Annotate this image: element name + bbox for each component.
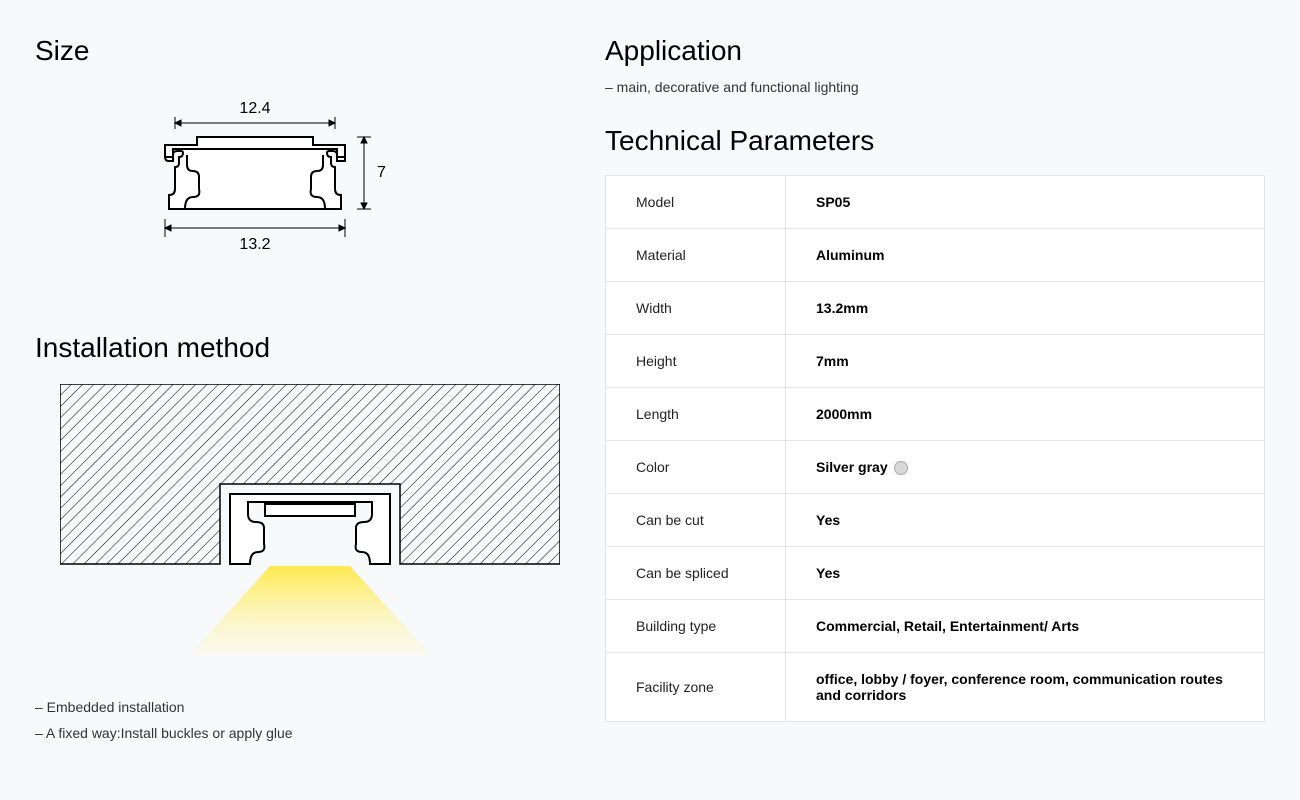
param-value: Silver gray (786, 441, 1265, 494)
param-value: Aluminum (786, 229, 1265, 282)
installation-heading: Installation method (35, 332, 555, 364)
table-row: MaterialAluminum (606, 229, 1265, 282)
param-value: office, lobby / foyer, conference room, … (786, 653, 1265, 722)
table-row: Length2000mm (606, 388, 1265, 441)
dim-height: 7 (377, 164, 386, 181)
param-label: Model (606, 176, 786, 229)
table-row: ModelSP05 (606, 176, 1265, 229)
param-label: Color (606, 441, 786, 494)
param-value: Commercial, Retail, Entertainment/ Arts (786, 600, 1265, 653)
table-row: Width13.2mm (606, 282, 1265, 335)
param-label: Can be cut (606, 494, 786, 547)
application-line: – main, decorative and functional lighti… (605, 79, 1265, 95)
param-value: Yes (786, 494, 1265, 547)
install-note-1: – Embedded installation (35, 699, 555, 715)
param-label: Height (606, 335, 786, 388)
param-value: 7mm (786, 335, 1265, 388)
installation-diagram (60, 384, 555, 669)
table-row: Height7mm (606, 335, 1265, 388)
param-label: Width (606, 282, 786, 335)
param-label: Facility zone (606, 653, 786, 722)
technical-parameters-table: ModelSP05MaterialAluminumWidth13.2mmHeig… (605, 175, 1265, 722)
table-row: Can be cutYes (606, 494, 1265, 547)
technical-heading: Technical Parameters (605, 125, 1265, 157)
dim-top: 12.4 (239, 100, 270, 117)
table-row: ColorSilver gray (606, 441, 1265, 494)
param-label: Length (606, 388, 786, 441)
table-row: Facility zoneoffice, lobby / foyer, conf… (606, 653, 1265, 722)
table-row: Building typeCommercial, Retail, Enterta… (606, 600, 1265, 653)
param-label: Building type (606, 600, 786, 653)
color-swatch (894, 461, 908, 475)
application-heading: Application (605, 35, 1265, 67)
param-label: Material (606, 229, 786, 282)
param-label: Can be spliced (606, 547, 786, 600)
dim-bottom: 13.2 (239, 236, 270, 253)
install-note-2: – A fixed way:Install buckles or apply g… (35, 725, 555, 741)
table-row: Can be splicedYes (606, 547, 1265, 600)
param-value: 2000mm (786, 388, 1265, 441)
param-value: SP05 (786, 176, 1265, 229)
installation-notes: – Embedded installation – A fixed way:In… (35, 699, 555, 741)
size-diagram: 12.4 (145, 97, 555, 292)
size-heading: Size (35, 35, 555, 67)
param-value: 13.2mm (786, 282, 1265, 335)
param-value: Yes (786, 547, 1265, 600)
